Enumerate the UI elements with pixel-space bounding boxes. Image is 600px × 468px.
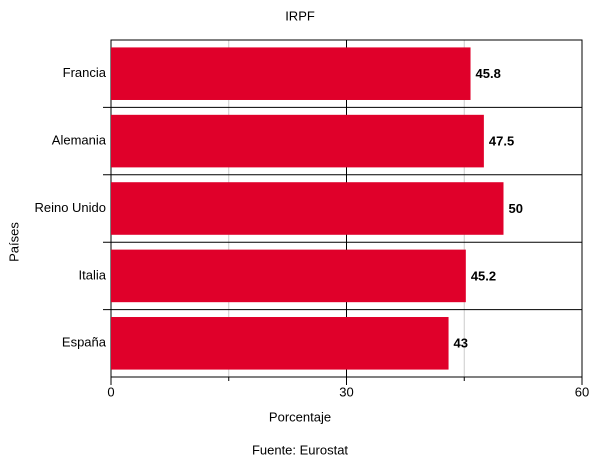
value-label: 45.8 [476,66,501,81]
annotation: Fuente: Eurostat [252,442,348,457]
chart-title: IRPF [285,8,315,23]
bar [111,47,471,100]
bar [111,114,484,168]
value-label: 43 [454,336,468,351]
bar [111,249,466,303]
x-axis-label: Porcentaje [269,409,331,424]
y-axis-label: Países [6,222,21,262]
y-tick-label: Francia [63,65,107,80]
value-label: 47.5 [489,134,514,149]
bar [111,182,504,235]
x-tick-label: 60 [575,384,589,399]
bar [111,317,449,370]
y-tick-label: Alemania [52,133,107,148]
y-tick-label: Reino Unido [34,200,106,215]
y-tick-label: Italia [79,267,107,282]
x-tick-label: 30 [339,384,353,399]
value-label: 45.2 [471,268,496,283]
value-label: 50 [509,201,523,216]
x-tick-label: 0 [107,384,114,399]
y-tick-label: España [62,335,107,350]
